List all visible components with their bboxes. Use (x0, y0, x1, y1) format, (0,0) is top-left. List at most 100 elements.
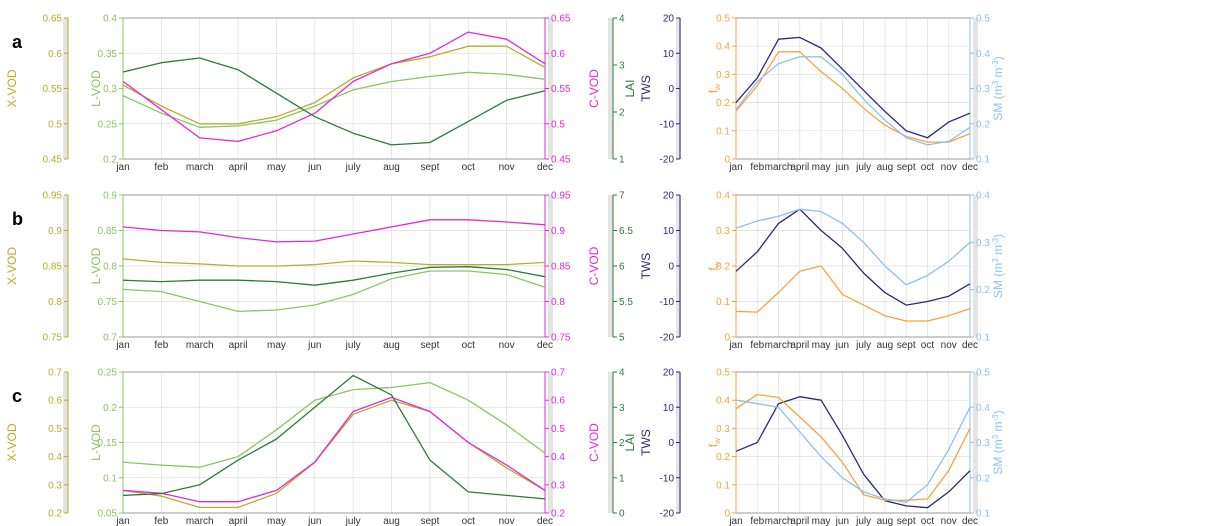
tws-series-line (735, 208, 971, 306)
lai-tick-label: 3 (619, 61, 625, 72)
x-tick-label: oct (462, 516, 476, 526)
lai-tick-label: 2 (619, 438, 625, 449)
x-tick-label: aug (877, 516, 894, 526)
lvod-tick-label: 0.2 (103, 155, 117, 166)
xvod-tick-label: 0.6 (48, 396, 62, 407)
lvod-tick-label: 0.85 (98, 226, 118, 237)
xvod-axis: 0.45 0.5 0.55 0.6 0.65 X-VOD (5, 14, 69, 166)
lai-axis: 1 2 3 4 LAI (608, 14, 637, 166)
x-tick-label: nov (499, 516, 515, 526)
sm-tick-label: 0.2 (976, 473, 990, 484)
xvod-tick-label: 0.2 (48, 509, 62, 520)
panel-label: c (12, 386, 22, 406)
fw-tick-label: 0.2 (716, 262, 730, 273)
panel-label: b (12, 209, 23, 229)
lai-axis: 0 1 2 3 4 LAI (608, 368, 637, 520)
x-tick-label: march (765, 516, 793, 526)
x-tick-label: july (345, 516, 361, 526)
cvod-series-line (122, 219, 546, 243)
fw-tick-label: 0 (724, 509, 730, 520)
sm-tick-label: 0.4 (976, 49, 990, 60)
fw-axis-label: fw (706, 261, 722, 270)
fw-tick-label: 0.3 (716, 424, 730, 435)
x-tick-label: may (812, 162, 831, 173)
tws-series-line (735, 396, 971, 509)
xvod-tick-label: 0.6 (48, 49, 62, 60)
x-tick-label: jun (835, 162, 849, 173)
cvod-axis-bar (548, 195, 553, 337)
fw-axis: 0 0.1 0.2 0.3 0.4 fw (706, 191, 737, 344)
lai-tick-label: 2 (619, 108, 625, 119)
sm-tick-label: 0.3 (976, 438, 990, 449)
sm-tick-label: 0.4 (976, 191, 990, 202)
lai-tick-label: 0 (619, 509, 625, 520)
fw-axis-label: fw (706, 438, 722, 447)
x-tick-label: nov (941, 162, 957, 173)
gridlines (122, 17, 546, 160)
x-tick-label: dec (537, 162, 553, 173)
sm-axis-bar (973, 195, 978, 337)
xvod-axis: 0.75 0.8 0.85 0.9 0.95 X-VOD (5, 191, 69, 344)
gridlines (735, 194, 971, 338)
x-tick-label: dec (962, 162, 978, 173)
x-tick-label: jun (835, 340, 849, 351)
fw-tick-label: 0.1 (716, 126, 730, 137)
xvod-tick-label: 0.8 (48, 297, 62, 308)
cvod-axis-bar (548, 18, 553, 159)
x-tick-label: feb (750, 516, 764, 526)
tws-tick-label: 0 (668, 262, 674, 273)
x-tick-label: aug (383, 516, 400, 526)
x-tick-label: may (267, 162, 286, 173)
panel-label: a (12, 32, 23, 52)
xvod-series-line (122, 399, 546, 509)
sm-tick-label: 0.3 (976, 84, 990, 95)
x-tick-label: july (345, 162, 361, 173)
lvod-axis: 0.05 0.1 0.15 0.2 0.25 L-VOD (89, 368, 124, 520)
panel-c-vegetation: jan feb march april may jun july aug sept oct nov d… (5, 368, 637, 526)
tws-tick-label: 0 (668, 84, 674, 95)
x-tick-label: jan (728, 340, 742, 351)
x-tick-label: oct (921, 162, 935, 173)
panel-b-vegetation: jan feb march april may jun july aug sept oct nov d… (5, 191, 633, 352)
x-tick-label: jun (307, 516, 321, 526)
lvod-axis-label: L-VOD (89, 247, 103, 284)
x-tick-label: nov (941, 340, 957, 351)
fw-series-line (735, 265, 971, 322)
cvod-axis: 0.75 0.8 0.85 0.9 0.95 C-VOD (544, 191, 601, 344)
xvod-tick-label: 0.95 (43, 191, 63, 202)
sm-tick-label: 0.5 (976, 14, 990, 25)
fw-tick-label: 0 (724, 333, 730, 344)
cvod-tick-label: 0.6 (551, 396, 565, 407)
lai-axis-bar (608, 18, 613, 159)
x-tick-label: sept (420, 340, 439, 351)
plot-frame (735, 17, 971, 160)
lai-tick-label: 5 (619, 333, 625, 344)
lvod-axis-label: L-VOD (89, 70, 103, 107)
x-tick-label: april (229, 162, 248, 173)
sm-axis: 0.1 0.2 0.3 0.4 SM (m3 m-3) (969, 191, 1005, 344)
xvod-tick-label: 0.75 (43, 333, 63, 344)
tws-tick-label: -20 (660, 155, 675, 166)
x-tick-label: feb (750, 162, 764, 173)
x-tick-labels: jan feb march april may jun july aug sept oct nov d… (115, 162, 553, 173)
x-tick-label: april (790, 340, 809, 351)
fw-tick-label: 0.4 (716, 42, 730, 53)
x-tick-label: sept (420, 162, 439, 173)
x-tick-label: april (790, 516, 809, 526)
xvod-axis: 0.2 0.3 0.4 0.5 0.6 0.7 X-VOD (5, 368, 69, 520)
sm-axis-bar (973, 18, 978, 159)
x-tick-labels: jan feb march april may jun july aug sept oct nov d… (115, 340, 553, 351)
xvod-tick-label: 0.5 (48, 119, 62, 130)
xvod-tick-label: 0.55 (43, 84, 63, 95)
fw-tick-label: 0.2 (716, 98, 730, 109)
gridlines (122, 371, 546, 514)
x-tick-label: oct (462, 340, 476, 351)
sm-axis-label: SM (m3 m-3) (991, 410, 1005, 474)
fw-tick-label: 0 (724, 155, 730, 166)
lvod-series-line (122, 381, 546, 468)
tws-tick-label: 10 (663, 49, 675, 60)
x-tick-label: may (267, 340, 286, 351)
